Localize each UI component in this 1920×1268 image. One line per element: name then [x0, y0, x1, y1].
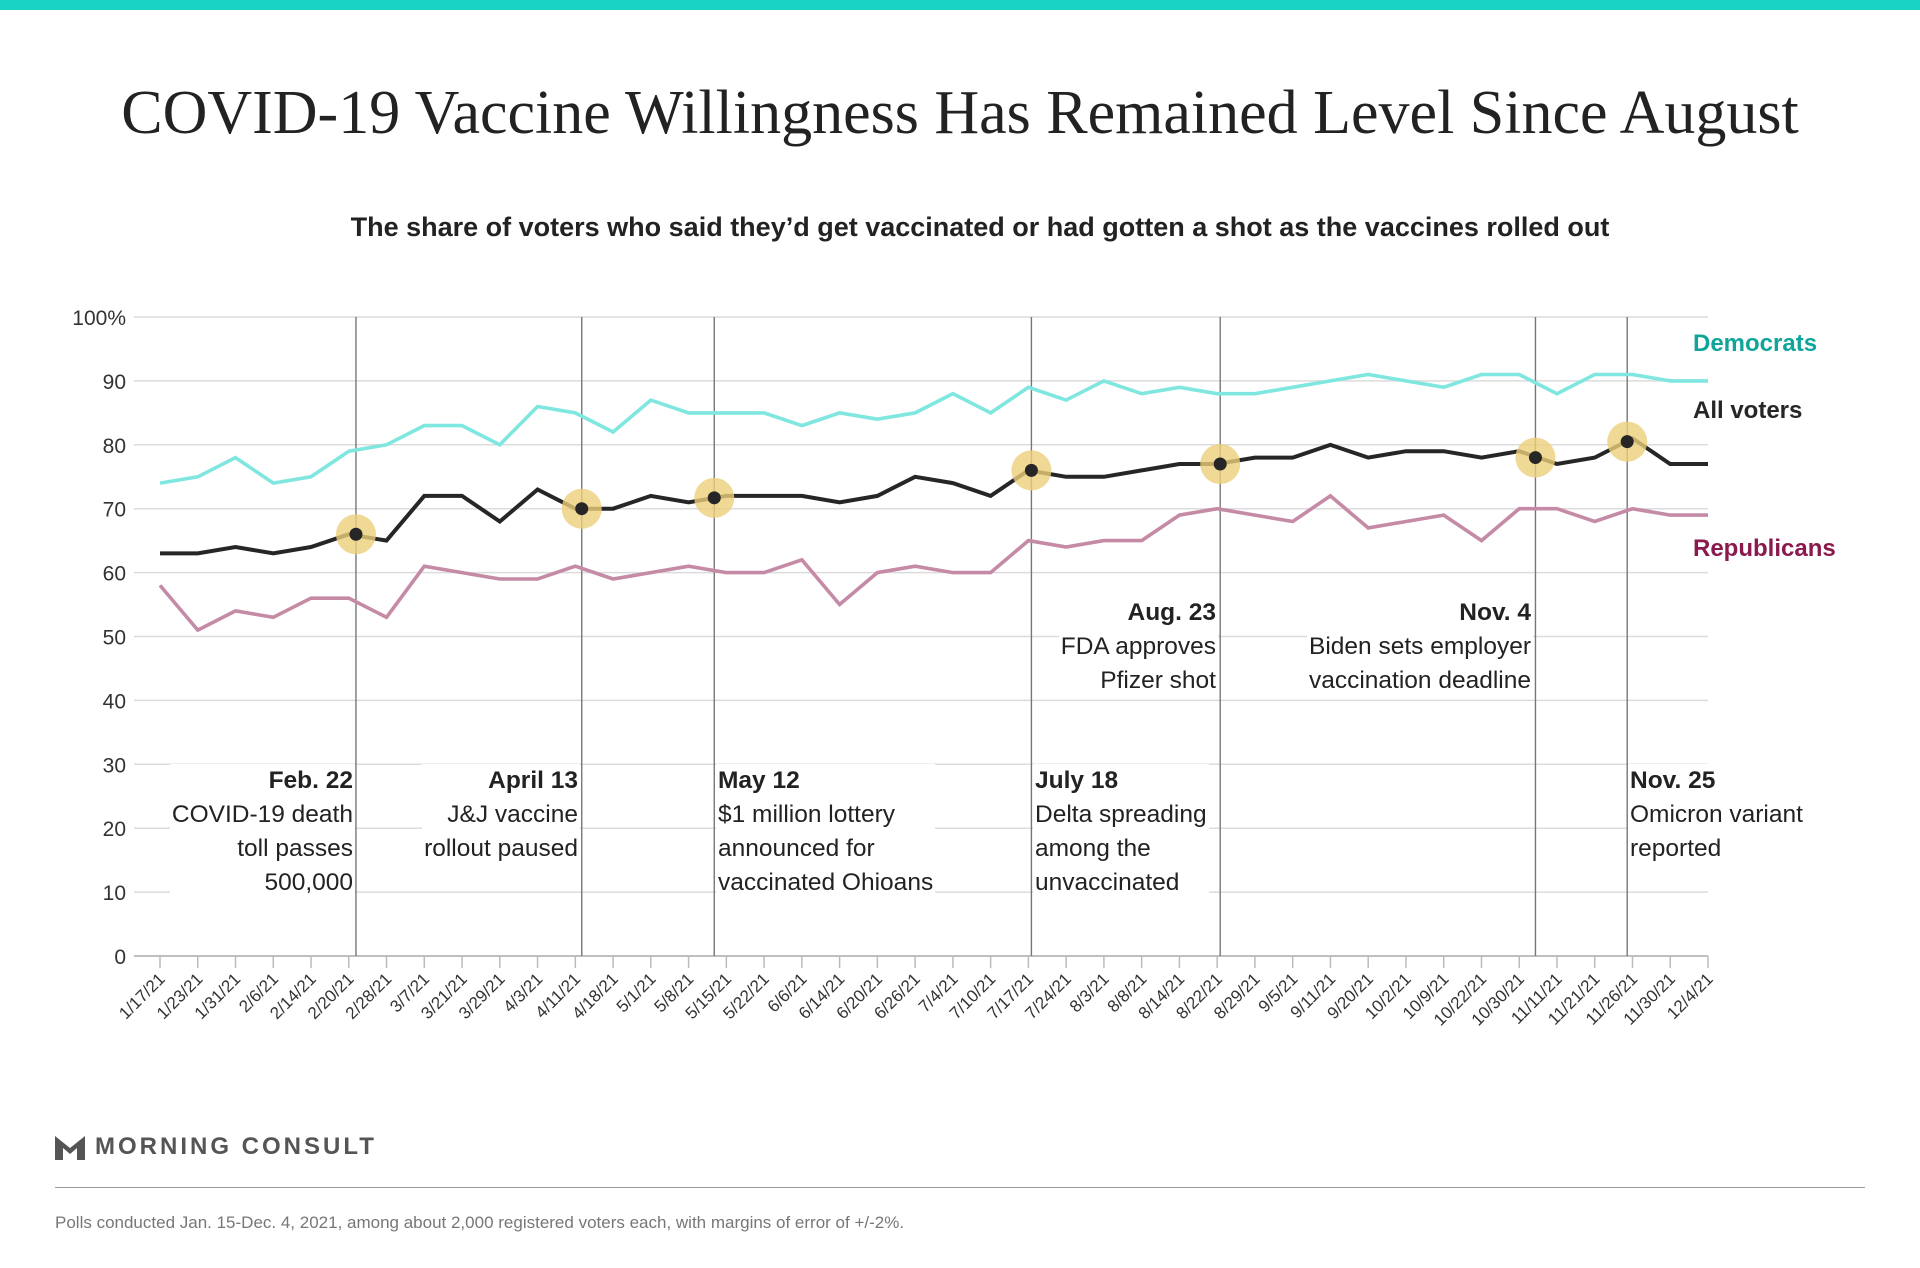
event-date: May 12 [718, 767, 800, 794]
event-marker [1213, 457, 1227, 471]
event-text: among the [1035, 835, 1151, 862]
brand-name: MORNING CONSULT [95, 1133, 377, 1160]
event-text: vaccinated Ohioans [718, 869, 934, 896]
event-text: toll passes [237, 835, 353, 862]
top-accent-bar [0, 0, 1920, 10]
event-marker [1528, 451, 1542, 465]
event-marker [1620, 435, 1634, 449]
event-text: COVID-19 death [171, 801, 353, 828]
legend-all-voters: All voters [1693, 397, 1803, 424]
event-text: Omicron variant [1630, 801, 1803, 828]
series-line-all [160, 436, 1708, 556]
event-date: April 13 [488, 767, 578, 794]
y-tick-label: 90 [103, 371, 126, 394]
event-text: 500,000 [264, 869, 353, 896]
y-tick-label: 30 [103, 754, 126, 777]
event-marker [707, 491, 721, 505]
event-date: Feb. 22 [268, 767, 353, 794]
series-line-democrats [159, 372, 1708, 485]
y-tick-label: 50 [103, 627, 126, 650]
event-annotation-nov4: Nov. 4 Biden sets employer vaccination d… [1306, 596, 1533, 698]
morning-consult-logo-icon [55, 1136, 85, 1160]
y-tick-label: 20 [103, 818, 126, 841]
event-text: FDA approves [1060, 633, 1216, 660]
x-tick-label: 5/1/21 [613, 969, 660, 1016]
y-tick-label: 40 [103, 690, 126, 713]
legend-republicans: Republicans [1693, 535, 1836, 562]
chart-subtitle: The share of voters who said they’d get … [350, 212, 1610, 242]
event-marker [349, 527, 363, 541]
event-marker [575, 502, 589, 516]
footer-divider [55, 1187, 1865, 1188]
event-marker [1024, 463, 1038, 477]
event-text: Pfizer shot [1100, 667, 1216, 694]
event-annotation-may12: May 12 $1 million lottery announced for … [716, 764, 936, 900]
brand-logo: MORNING CONSULT [55, 1133, 377, 1161]
event-text: rollout paused [424, 835, 578, 862]
event-date: Nov. 4 [1459, 599, 1531, 626]
y-tick-label: 10 [103, 882, 126, 905]
y-tick-label: 80 [103, 435, 126, 458]
event-annotation-aug23: Aug. 23 FDA approves Pfizer shot [1058, 596, 1218, 698]
event-text: Biden sets employer [1309, 633, 1531, 660]
y-tick-label: 0 [114, 946, 126, 969]
event-text: vaccination deadline [1308, 667, 1531, 694]
event-annotation-jul18: July 18 Delta spreading among the unvacc… [1033, 764, 1209, 900]
y-tick-label: 100% [72, 307, 126, 330]
event-annotation-feb22: Feb. 22 COVID-19 death toll passes 500,0… [169, 764, 355, 900]
x-tick-label: 8/3/21 [1066, 969, 1113, 1016]
y-tick-label: 60 [103, 563, 126, 586]
y-tick-label: 70 [103, 499, 126, 522]
event-date: Aug. 23 [1127, 599, 1217, 626]
event-text: $1 million lottery [718, 801, 896, 828]
event-date: Nov. 25 [1630, 767, 1716, 794]
chart-title: COVID-19 Vaccine Willingness Has Remaine… [121, 79, 1799, 147]
legend-democrats: Democrats [1693, 330, 1818, 357]
event-annotation-apr13: April 13 J&J vaccine rollout paused [422, 764, 580, 866]
event-text: announced for [718, 835, 875, 862]
event-text: reported [1630, 835, 1722, 862]
event-annotation-nov25: Nov. 25 Omicron variant reported [1628, 764, 1805, 866]
event-date: July 18 [1035, 767, 1119, 794]
footnote: Polls conducted Jan. 15-Dec. 4, 2021, am… [55, 1213, 905, 1232]
event-text: Delta spreading [1035, 801, 1207, 828]
event-text: J&J vaccine [447, 801, 578, 828]
event-text: unvaccinated [1035, 869, 1180, 896]
series-line-republicans [158, 493, 1708, 633]
